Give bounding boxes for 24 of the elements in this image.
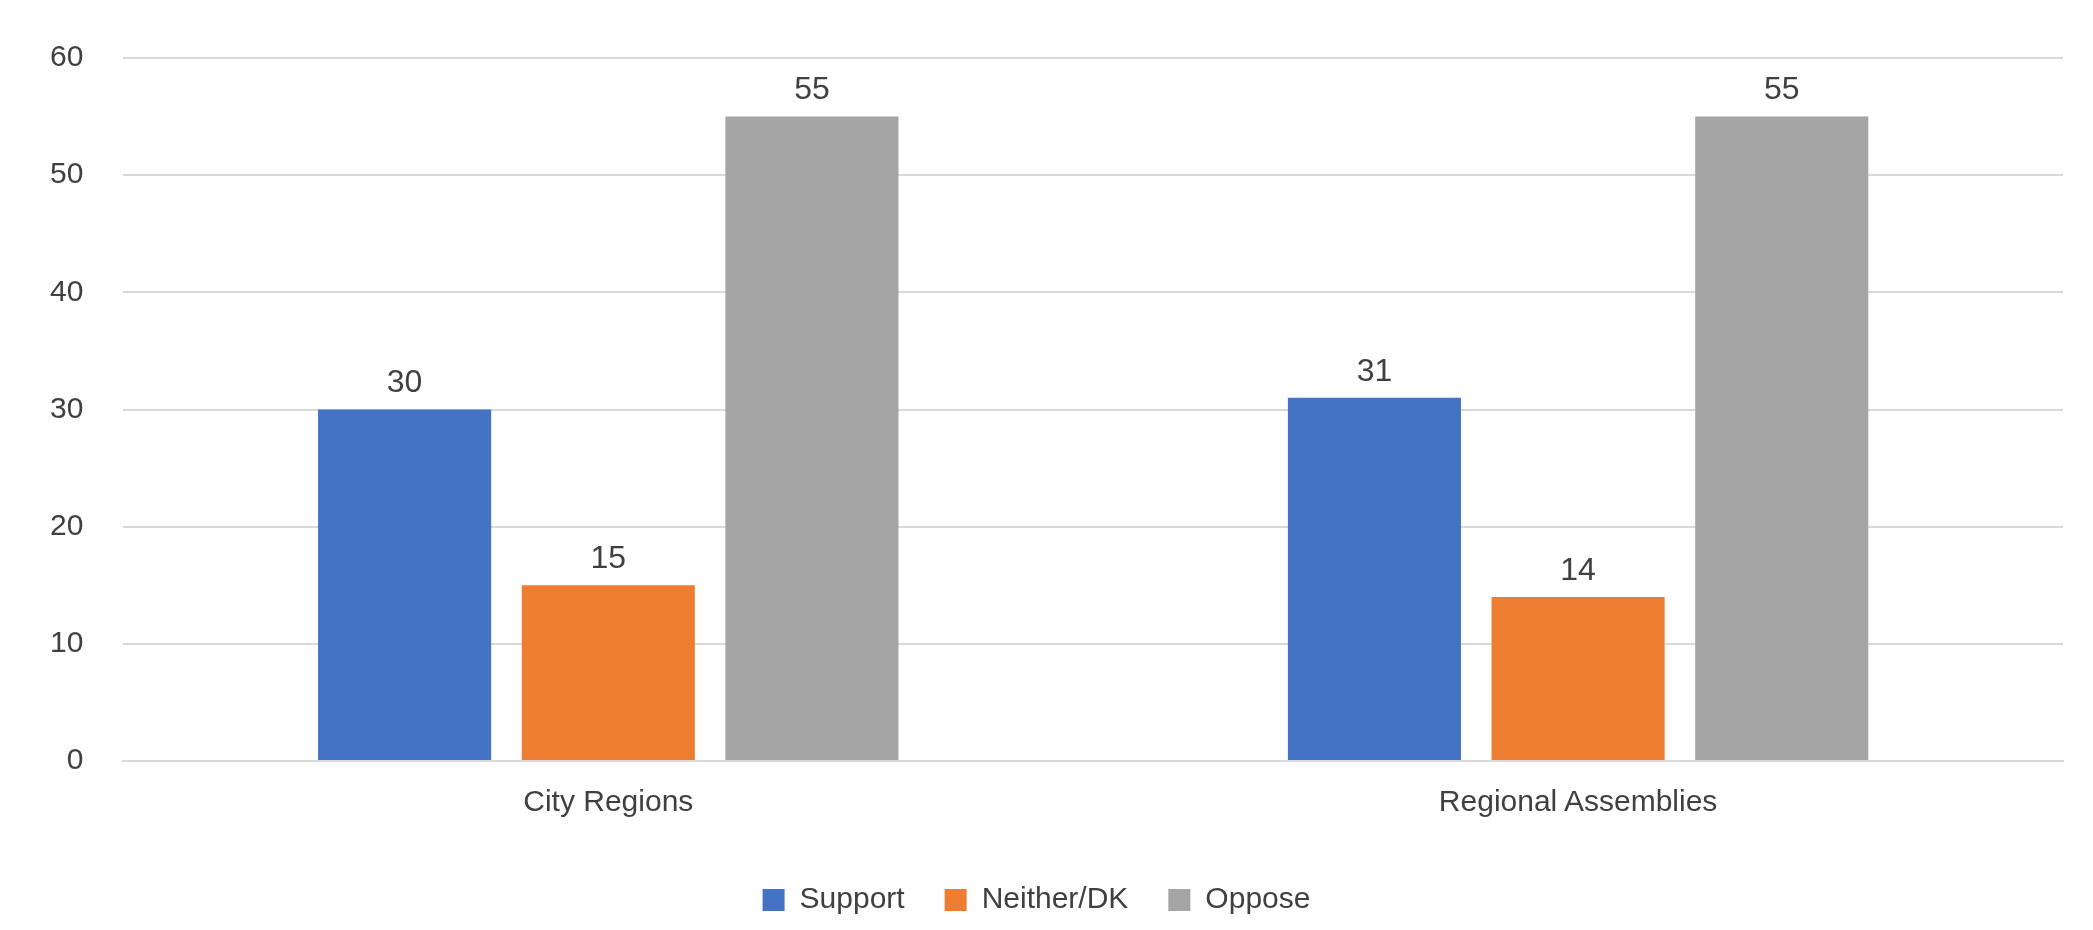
bar bbox=[1491, 596, 1665, 760]
y-tick-label: 0 bbox=[66, 742, 84, 776]
x-tick-label: City Regions bbox=[523, 784, 694, 818]
data-label: 55 bbox=[794, 70, 830, 107]
x-tick-label: Regional Assemblies bbox=[1438, 784, 1718, 818]
bar bbox=[1695, 116, 1869, 760]
y-tick-label: 50 bbox=[49, 156, 84, 190]
data-label: 15 bbox=[590, 539, 627, 576]
legend-label: Oppose bbox=[1205, 881, 1311, 915]
data-label: 31 bbox=[1356, 351, 1393, 388]
y-tick-label: 40 bbox=[49, 273, 84, 307]
bar bbox=[318, 409, 492, 760]
legend-label: Support bbox=[799, 881, 906, 915]
bar bbox=[521, 585, 695, 760]
legend-label: Neither/DK bbox=[981, 881, 1129, 915]
data-label: 55 bbox=[1763, 70, 1800, 107]
bar bbox=[1287, 397, 1461, 760]
data-label: 14 bbox=[1560, 550, 1596, 587]
data-label: 30 bbox=[386, 363, 423, 400]
y-tick-label: 30 bbox=[49, 390, 84, 424]
bar bbox=[725, 116, 899, 760]
y-tick-label: 10 bbox=[49, 625, 84, 659]
y-tick-label: 20 bbox=[49, 507, 84, 541]
y-tick-label: 60 bbox=[49, 39, 84, 73]
